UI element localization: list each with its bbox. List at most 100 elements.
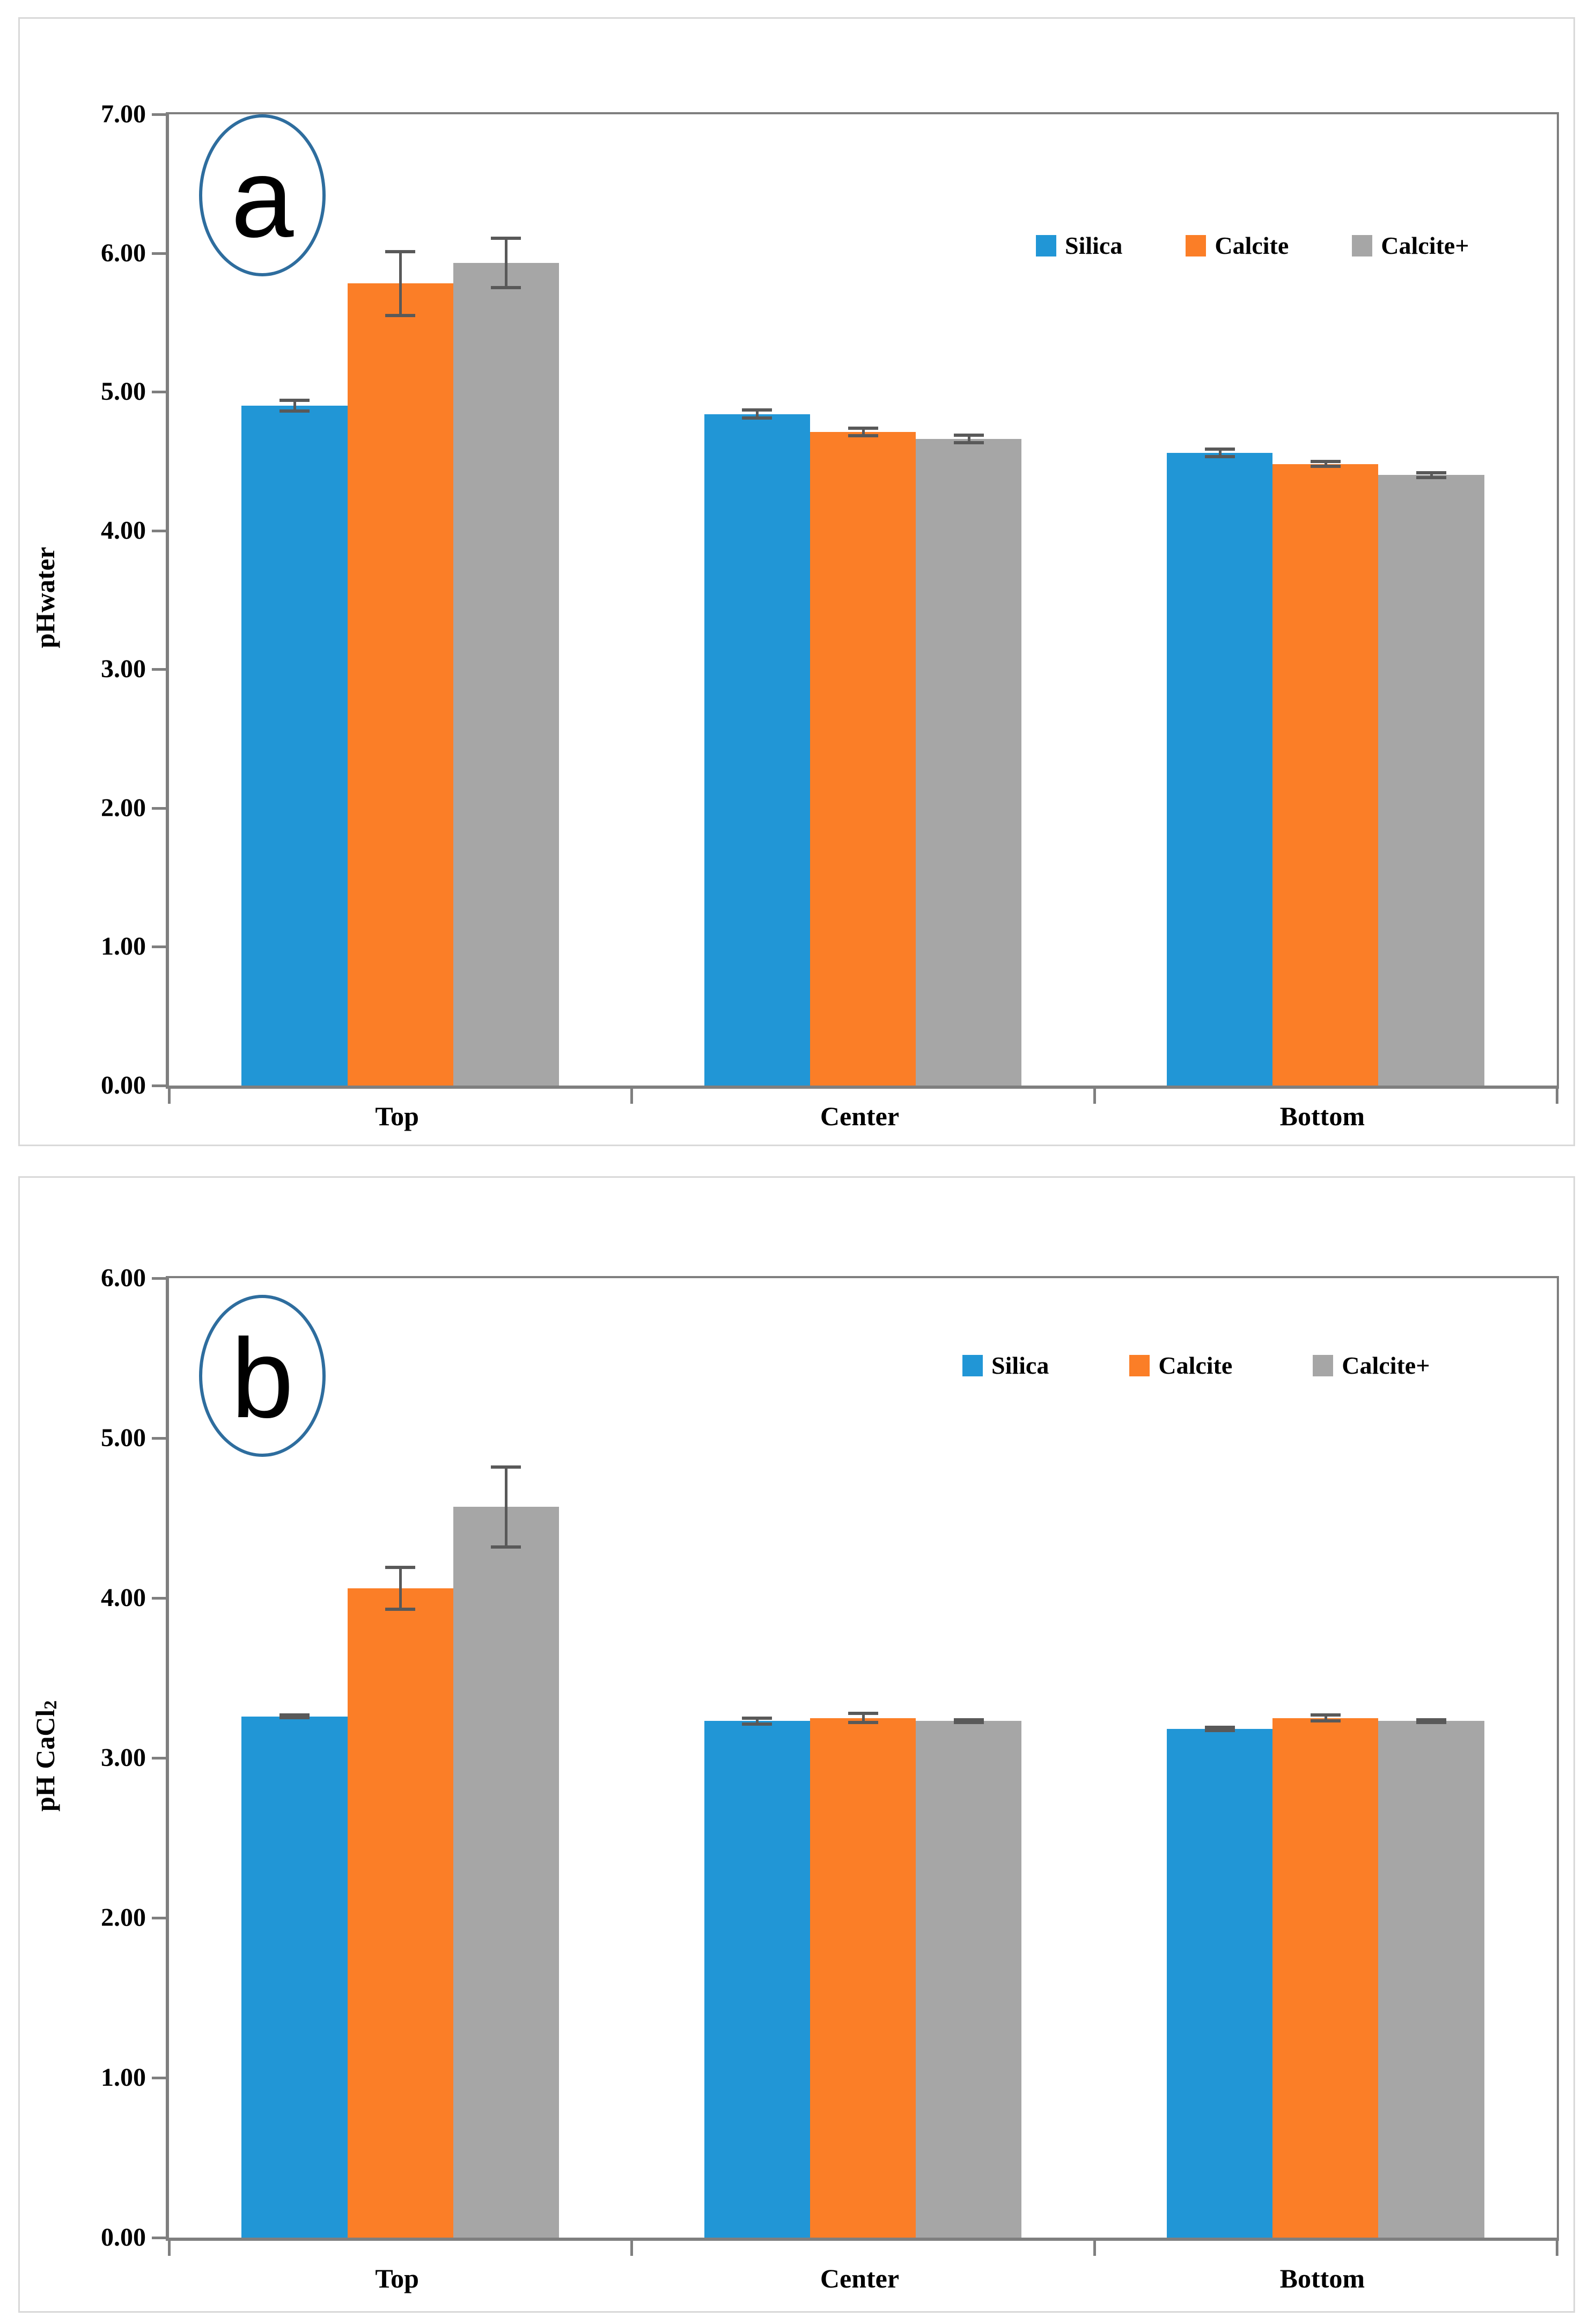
- error-bar-cap-top: [953, 433, 984, 437]
- legend-item-calciteplus: Calcite+: [1352, 233, 1469, 258]
- legend-swatch-icon: [1129, 1355, 1150, 1376]
- plot-area: 0.00 1.00 2.00 3.00 4.00 5.00 6.00 7.00: [101, 101, 1559, 1104]
- y-axis-tick-label: 3.00: [101, 655, 146, 684]
- error-bar-stem: [862, 426, 865, 438]
- x-axis-category-label: Bottom: [1279, 1101, 1365, 1131]
- error-bar-cap-bottom: [1416, 476, 1447, 480]
- panel-a: a pHwater 0.00 1.00 2.00 3.00 4.00 5.00 6.00 7.00…: [18, 17, 1575, 1146]
- error-bar-stem: [1218, 447, 1222, 459]
- error-bar-stem: [1324, 459, 1327, 468]
- legend-item-calcite: Calcite: [1186, 233, 1289, 258]
- error-bar: [1310, 459, 1341, 468]
- error-bar-cap-bottom: [1204, 455, 1235, 459]
- bar-calciteplus-top: [453, 1507, 559, 2238]
- x-axis-tick: [630, 1089, 634, 1104]
- x-axis-tick: [168, 2241, 171, 2256]
- y-axis-tick-label: 2.00: [101, 1903, 146, 1932]
- bar-silica-top: [241, 406, 348, 1086]
- error-bar-cap-bottom: [1204, 1729, 1235, 1733]
- y-axis-tick-label: 6.00: [101, 238, 146, 267]
- y-axis-tick-label: 7.00: [101, 100, 146, 128]
- error-bar: [742, 1716, 773, 1726]
- error-bar-cap-bottom: [279, 1716, 310, 1720]
- error-bar: [279, 1713, 310, 1720]
- error-bar-cap-bottom: [279, 409, 310, 413]
- bar-silica-bottom: [1167, 1729, 1273, 2238]
- error-bar-stem: [1324, 1713, 1327, 1723]
- error-bar: [1310, 1713, 1341, 1723]
- bar-calcite-center: [810, 432, 916, 1086]
- error-bar-cap-bottom: [385, 1607, 416, 1611]
- error-bar-stem: [967, 433, 970, 445]
- y-axis-tick: [152, 945, 166, 949]
- x-axis-tick: [168, 1089, 171, 1104]
- y-axis-tick-label: 0.00: [101, 1071, 146, 1099]
- error-bar-stem: [862, 1711, 865, 1725]
- error-bar-cap-bottom: [491, 285, 521, 289]
- error-bar-cap-top: [1310, 459, 1341, 463]
- bar-calciteplus-bottom: [1378, 1721, 1484, 2238]
- error-bar: [491, 236, 521, 289]
- panel-letter-label: a: [231, 135, 294, 261]
- legend-label: Silica: [1065, 232, 1123, 259]
- error-bar-stem: [1430, 471, 1433, 480]
- y-axis-tick: [152, 1917, 166, 1919]
- error-bar: [953, 1718, 984, 1725]
- error-bar-cap-bottom: [848, 434, 878, 438]
- legend-item-calcite: Calcite: [1129, 1353, 1232, 1378]
- x-axis-category-label: Center: [820, 1101, 900, 1131]
- legend-label: Calcite+: [1342, 1352, 1430, 1379]
- panel-letter-circle: b: [199, 1295, 326, 1457]
- error-bar-cap-top: [279, 399, 310, 402]
- y-axis-tick-label: 1.00: [101, 2063, 146, 2092]
- legend-swatch-icon: [1352, 235, 1373, 256]
- bar-calcite-center: [810, 1718, 916, 2238]
- error-bar-cap-top: [385, 250, 416, 254]
- error-bar: [1416, 471, 1447, 480]
- error-bar-cap-top: [491, 1465, 521, 1469]
- error-bar: [385, 1566, 416, 1611]
- error-bar-cap-bottom: [953, 1721, 984, 1725]
- bar-silica-top: [241, 1716, 348, 2238]
- error-bar: [742, 408, 773, 420]
- x-axis-tick: [1556, 2241, 1558, 2256]
- y-axis-tick: [152, 807, 166, 810]
- y-axis-title: pHwater: [30, 383, 69, 812]
- error-bar: [385, 250, 416, 317]
- y-axis-tick-label: 4.00: [101, 516, 146, 545]
- y-axis-tick-label: 4.00: [101, 1583, 146, 1612]
- x-axis-category-label: Bottom: [1279, 2263, 1365, 2293]
- error-bar-cap-top: [848, 426, 878, 430]
- error-bar-cap-bottom: [1416, 1721, 1447, 1725]
- legend-label: Calcite: [1158, 1352, 1233, 1379]
- legend-item-calciteplus: Calcite+: [1313, 1353, 1430, 1378]
- error-bar-cap-top: [1204, 447, 1235, 451]
- legend-label: Silica: [991, 1352, 1049, 1379]
- y-axis-tick: [152, 1437, 166, 1440]
- y-axis-tick: [152, 391, 166, 394]
- bar-calcite-bottom: [1272, 464, 1379, 1086]
- error-bar-cap-top: [1204, 1726, 1235, 1729]
- legend-swatch-icon: [1313, 1355, 1334, 1376]
- error-bar-cap-bottom: [848, 1721, 878, 1725]
- y-axis-tick: [152, 1757, 166, 1760]
- y-axis-tick-label: 2.00: [101, 793, 146, 822]
- legend-item-silica: Silica: [1036, 233, 1122, 258]
- error-bar-stem: [505, 1465, 508, 1549]
- bar-calcite-top: [347, 283, 453, 1086]
- panel-b: b pH CaCl2 0.00 1.00 2.00 3.00 4.00 5.00 6.00 Top…: [18, 1176, 1575, 2313]
- bar-calciteplus-center: [916, 1721, 1022, 2238]
- y-axis-title-text: pHwater: [30, 547, 60, 649]
- error-bar-cap-top: [848, 1711, 878, 1715]
- legend-swatch-icon: [962, 1355, 983, 1376]
- error-bar-cap-top: [1416, 471, 1447, 474]
- legend-label: Calcite+: [1381, 232, 1469, 259]
- bar-silica-bottom: [1167, 452, 1273, 1086]
- x-axis-category-label: Center: [820, 2263, 900, 2293]
- error-bar: [1204, 447, 1235, 459]
- y-axis-title-subscript: 2: [41, 1700, 61, 1710]
- error-bar-cap-top: [491, 236, 521, 240]
- legend: Silica Calcite Calcite+: [962, 1353, 1430, 1378]
- error-bar-cap-bottom: [742, 416, 773, 420]
- y-axis-tick-label: 1.00: [101, 932, 146, 961]
